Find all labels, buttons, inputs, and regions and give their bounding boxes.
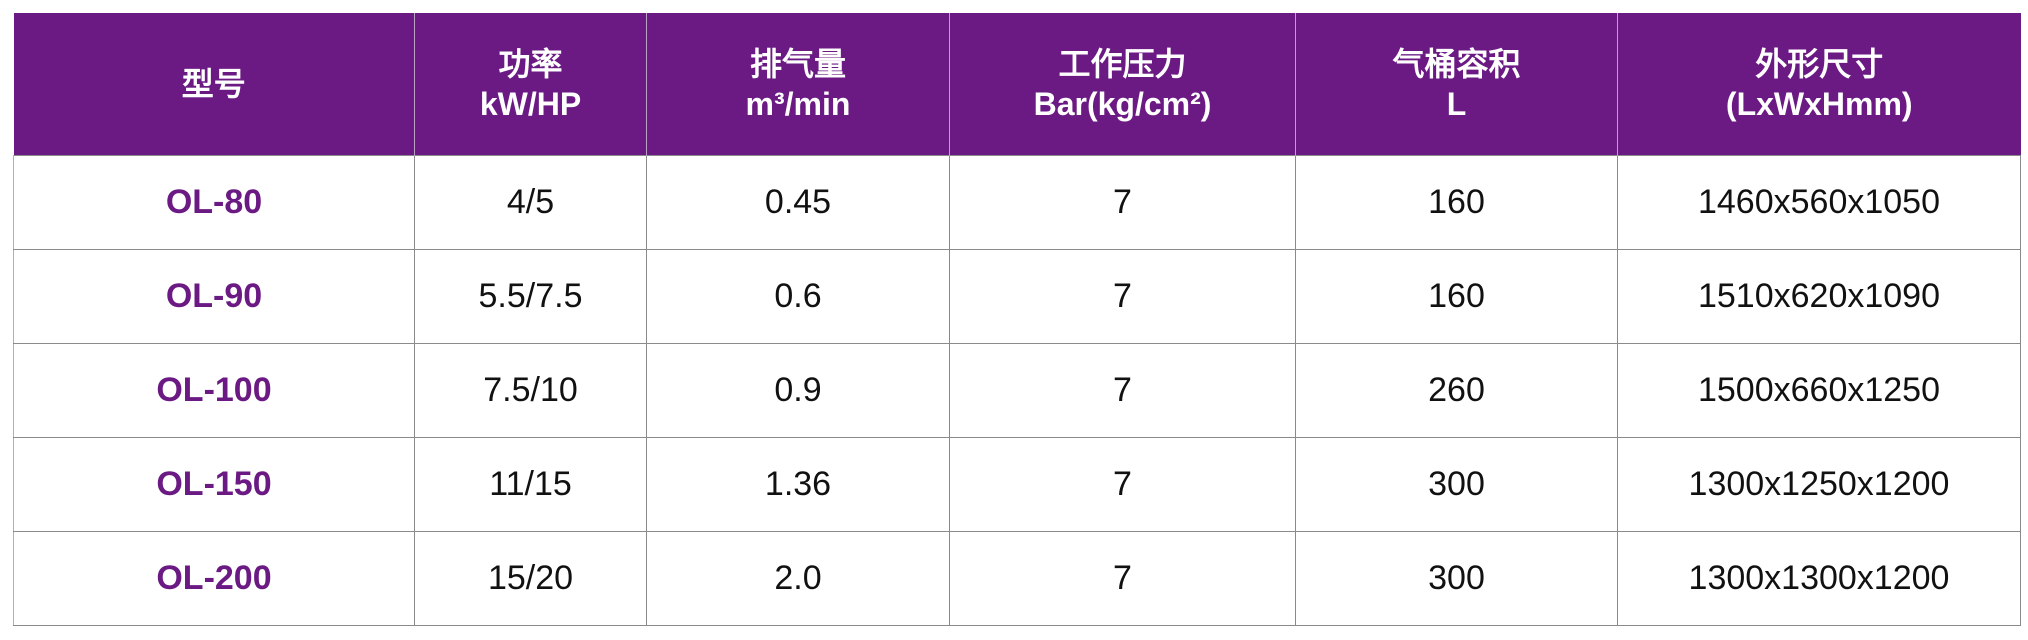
table-row: OL-90 5.5/7.5 0.6 7 160 1510x620x1090 xyxy=(13,249,2021,344)
cell-displacement: 2.0 xyxy=(646,531,950,626)
cell-displacement: 0.9 xyxy=(646,343,950,438)
cell-tank-volume: 160 xyxy=(1295,155,1618,250)
cell-power: 7.5/10 xyxy=(414,343,647,438)
table-row: OL-200 15/20 2.0 7 300 1300x1300x1200 xyxy=(13,531,2021,626)
cell-pressure: 7 xyxy=(949,437,1296,532)
cell-model: OL-90 xyxy=(13,249,415,344)
cell-dimensions: 1300x1300x1200 xyxy=(1617,531,2021,626)
cell-model: OL-80 xyxy=(13,155,415,250)
cell-model: OL-100 xyxy=(13,343,415,438)
table-row: OL-100 7.5/10 0.9 7 260 1500x660x1250 xyxy=(13,343,2021,438)
header-dimensions: 外形尺寸 (LxWxHmm) xyxy=(1617,13,2021,156)
cell-dimensions: 1460x560x1050 xyxy=(1617,155,2021,250)
cell-pressure: 7 xyxy=(949,155,1296,250)
cell-tank-volume: 300 xyxy=(1295,531,1618,626)
header-displacement: 排气量 m³/min xyxy=(646,13,950,156)
header-pressure: 工作压力 Bar(kg/cm²) xyxy=(949,13,1296,156)
cell-model: OL-200 xyxy=(13,531,415,626)
cell-displacement: 1.36 xyxy=(646,437,950,532)
cell-displacement: 0.6 xyxy=(646,249,950,344)
cell-displacement: 0.45 xyxy=(646,155,950,250)
cell-pressure: 7 xyxy=(949,249,1296,344)
header-row: 型号 功率 kW/HP 排气量 m³/min 工作压力 Bar(kg/cm²) 气桶容… xyxy=(13,13,2021,156)
cell-power: 4/5 xyxy=(414,155,647,250)
cell-dimensions: 1510x620x1090 xyxy=(1617,249,2021,344)
cell-power: 15/20 xyxy=(414,531,647,626)
header-tank-volume: 气桶容积 L xyxy=(1295,13,1618,156)
table-row: OL-80 4/5 0.45 7 160 1460x560x1050 xyxy=(13,155,2021,250)
cell-power: 11/15 xyxy=(414,437,647,532)
table-row: OL-150 11/15 1.36 7 300 1300x1250x1200 xyxy=(13,437,2021,532)
cell-tank-volume: 260 xyxy=(1295,343,1618,438)
cell-tank-volume: 300 xyxy=(1295,437,1618,532)
cell-model: OL-150 xyxy=(13,437,415,532)
spec-table: 型号 功率 kW/HP 排气量 m³/min 工作压力 Bar(kg/cm²) 气桶容… xyxy=(13,13,2021,626)
cell-pressure: 7 xyxy=(949,343,1296,438)
header-model: 型号 xyxy=(13,13,415,156)
header-power: 功率 kW/HP xyxy=(414,13,647,156)
cell-tank-volume: 160 xyxy=(1295,249,1618,344)
cell-dimensions: 1500x660x1250 xyxy=(1617,343,2021,438)
cell-power: 5.5/7.5 xyxy=(414,249,647,344)
cell-pressure: 7 xyxy=(949,531,1296,626)
cell-dimensions: 1300x1250x1200 xyxy=(1617,437,2021,532)
